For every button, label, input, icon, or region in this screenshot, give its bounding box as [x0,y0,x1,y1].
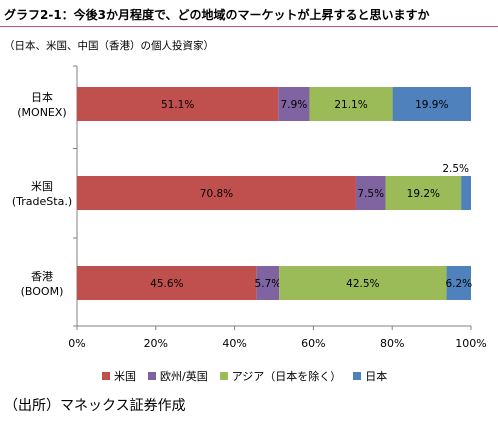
bar-segment [77,266,257,300]
bar-segment [279,266,447,300]
category-label: 米国 [31,180,53,193]
category-label: 日本 [31,90,53,104]
source-note: （出所）マネックス証券作成 [4,398,186,414]
bar-segment [355,176,386,210]
category-sublabel: (TradeSta.) [12,195,72,208]
bar-segment [309,87,393,121]
legend-item: 欧州/英国 [148,368,208,384]
data-label: 7.9% [281,99,308,111]
legend-label: アジア（日本を除く） [231,370,342,383]
x-tick-label: 80% [380,337,404,350]
legend-label: 欧州/英国 [160,370,208,383]
data-label: 42.5% [346,278,379,290]
category-sublabel: (BOOM) [21,285,64,298]
x-tick-label: 20% [144,337,168,350]
x-tick-label: 60% [301,337,325,350]
bar-segment [77,176,356,210]
legend-swatch [148,372,156,380]
legend-swatch [353,372,362,380]
data-label: 7.5% [357,188,384,200]
data-label: 21.1% [334,99,367,111]
legend-item: アジア（日本を除く） [219,368,342,384]
bar-segment [461,176,471,210]
x-tick-label: 100% [455,337,486,350]
legend-swatch [219,372,228,380]
legend-label: 日本 [365,370,388,383]
bar-segment [77,87,279,121]
title-underline [0,26,498,27]
legend-item: 米国 [102,368,136,384]
legend-item: 日本 [353,368,387,384]
bar-segment [446,266,471,300]
chart-subtitle: （日本、米国、中国（香港）の個人投資家） [4,40,214,52]
bar-segment [385,176,462,210]
data-label: 5.7% [255,278,282,290]
data-label: 45.6% [150,278,183,290]
data-label: 51.1% [161,99,194,111]
data-label: 19.9% [415,99,448,111]
bar-segment [256,266,280,300]
legend-label: 米国 [114,370,136,383]
data-label: 2.5% [442,163,469,175]
legend-swatch [102,372,110,380]
data-label: 6.2% [445,278,472,290]
chart-title: グラフ2-1：今後3か月程度で、どの地域のマーケットが上昇すると思いますか [4,8,430,22]
x-tick-label: 0% [68,337,85,350]
bar-segment [392,87,471,121]
chart-legend: 米国 欧州/英国 アジア（日本を除く） 日本 [102,368,387,384]
data-label: 70.8% [200,188,233,200]
category-sublabel: (MONEX) [17,106,66,119]
bar-segment [278,87,310,121]
category-label: 香港 [31,270,53,283]
data-label: 19.2% [407,188,440,200]
x-tick-label: 40% [222,337,246,350]
